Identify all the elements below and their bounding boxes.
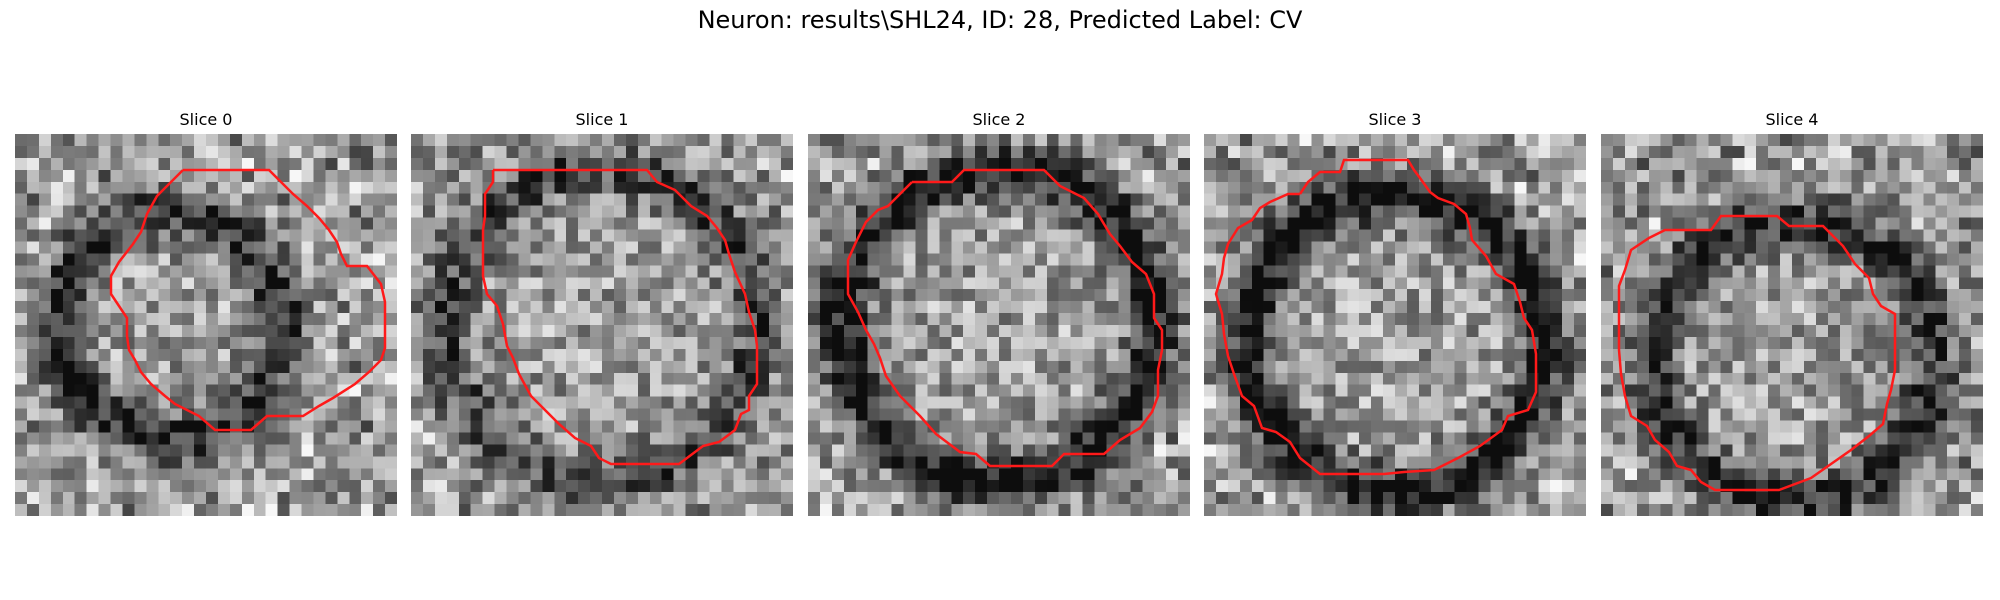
roi-contour-overlay bbox=[1214, 158, 1538, 476]
slice-panel-4: Slice 4 bbox=[1601, 108, 1983, 516]
roi-contour-overlay bbox=[109, 168, 387, 432]
slice-panel-1: Slice 1 bbox=[411, 108, 793, 516]
slice-title: Slice 1 bbox=[575, 110, 629, 129]
roi-contour-overlay bbox=[481, 168, 759, 466]
roi-contour-overlay bbox=[846, 168, 1164, 468]
roi-contour bbox=[481, 168, 759, 466]
slice-image bbox=[411, 134, 793, 516]
figure-title: Neuron: results\SHL24, ID: 28, Predicted… bbox=[697, 6, 1303, 34]
slice-panel-3: Slice 3 bbox=[1204, 108, 1586, 516]
slice-image bbox=[1204, 134, 1586, 516]
slice-panel-0: Slice 0 bbox=[15, 108, 397, 516]
roi-contour bbox=[846, 168, 1164, 468]
grayscale-image bbox=[15, 134, 397, 516]
grayscale-image bbox=[808, 134, 1190, 516]
slice-title: Slice 4 bbox=[1765, 110, 1819, 129]
slice-title: Slice 3 bbox=[1368, 110, 1422, 129]
slice-panel-2: Slice 2 bbox=[808, 108, 1190, 516]
slice-image bbox=[808, 134, 1190, 516]
slice-title: Slice 0 bbox=[179, 110, 233, 129]
roi-contour-overlay bbox=[1617, 214, 1897, 492]
grayscale-image bbox=[411, 134, 793, 516]
roi-contour bbox=[109, 168, 387, 432]
grayscale-image bbox=[1204, 134, 1586, 516]
grayscale-image bbox=[1601, 134, 1983, 516]
slice-image bbox=[1601, 134, 1983, 516]
roi-contour bbox=[1214, 158, 1538, 476]
slice-title: Slice 2 bbox=[972, 110, 1026, 129]
roi-contour bbox=[1617, 214, 1897, 492]
slice-image bbox=[15, 134, 397, 516]
